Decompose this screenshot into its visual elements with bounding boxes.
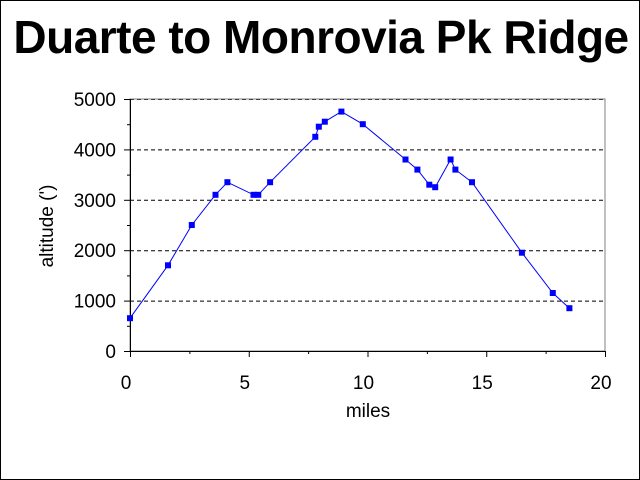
gridlines bbox=[130, 99, 605, 302]
data-point-0-12 bbox=[359, 121, 366, 128]
y-tick-label-0: 0 bbox=[105, 342, 116, 363]
data-point-0-8 bbox=[312, 133, 319, 140]
data-point-0-14 bbox=[414, 166, 421, 173]
axes bbox=[124, 99, 606, 357]
data-point-0-18 bbox=[452, 166, 459, 173]
y-tick-label-1: 1000 bbox=[74, 292, 116, 313]
y-tick-label-5: 5000 bbox=[74, 90, 116, 111]
data-point-0-5 bbox=[250, 191, 257, 198]
data-point-0-22 bbox=[566, 305, 573, 312]
series bbox=[127, 108, 573, 322]
x-tick-label-0: 0 bbox=[121, 373, 132, 394]
data-point-0-16 bbox=[432, 184, 439, 191]
tick-labels: 0 1000 2000 3000 4000 5000 0 5 10 15 20 bbox=[74, 90, 612, 394]
data-point-0-0 bbox=[127, 315, 133, 322]
data-point-0-3 bbox=[212, 191, 219, 198]
x-tick-label-1: 5 bbox=[239, 373, 250, 394]
data-point-0-11 bbox=[338, 108, 345, 115]
plot-area-frame bbox=[129, 98, 606, 352]
y-tick-label-2: 2000 bbox=[74, 241, 116, 262]
data-point-0-19 bbox=[469, 179, 475, 186]
chart-title: Duarte to Monrovia Pk Ridge bbox=[13, 11, 629, 63]
data-point-0-7 bbox=[267, 179, 274, 186]
data-point-0-17 bbox=[447, 156, 454, 163]
data-point-0-13 bbox=[402, 156, 409, 163]
data-point-0-15 bbox=[426, 181, 433, 188]
x-tick-label-2: 10 bbox=[353, 373, 374, 394]
x-tick-label-4: 20 bbox=[590, 373, 611, 394]
data-point-0-20 bbox=[518, 249, 525, 256]
data-point-0-10 bbox=[321, 118, 328, 125]
x-axis-title: miles bbox=[346, 401, 390, 422]
y-axis-title: altitude (') bbox=[37, 185, 58, 268]
data-point-0-1 bbox=[165, 262, 171, 269]
y-tick-label-3: 3000 bbox=[74, 191, 116, 212]
y-tick-label-4: 4000 bbox=[74, 140, 116, 161]
data-point-0-21 bbox=[549, 290, 556, 296]
data-point-0-2 bbox=[188, 222, 195, 228]
data-point-0-6 bbox=[255, 191, 262, 198]
x-tick-label-3: 15 bbox=[472, 373, 493, 394]
data-point-0-4 bbox=[224, 179, 231, 186]
series-line-0 bbox=[129, 111, 570, 319]
data-point-0-9 bbox=[315, 123, 322, 130]
